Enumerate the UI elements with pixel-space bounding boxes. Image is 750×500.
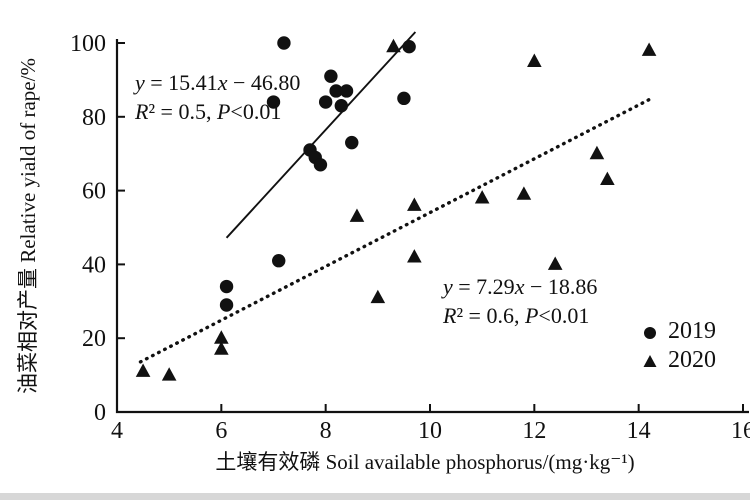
data-point-2020 <box>589 145 605 160</box>
data-point-2020 <box>370 289 386 304</box>
x-tick-label: 8 <box>320 418 332 444</box>
data-point-2019 <box>397 91 411 106</box>
legend-label-2020: 2020 <box>668 347 716 373</box>
data-point-2019 <box>219 298 234 312</box>
data-point-2020 <box>214 330 229 344</box>
legend-item-2020: 2020 <box>641 346 716 375</box>
x-axis-label: 土壤有效磷 Soil available phosphorus/(mg·kg⁻¹… <box>215 450 635 474</box>
regression-stats-2020: R² = 0.6, P<0.01 <box>443 303 590 328</box>
regression-equation-2020: y = 7.29x − 18.86 <box>443 274 598 299</box>
data-point-2020 <box>407 197 422 211</box>
data-point-2019 <box>334 99 349 113</box>
legend-label-2019: 2019 <box>668 318 716 344</box>
legend: 2019 2020 <box>641 317 716 375</box>
data-point-2019 <box>329 84 343 98</box>
regression-equation-2019: y = 15.41x − 46.80 <box>135 70 301 95</box>
data-point-2019 <box>313 158 328 172</box>
data-point-2019 <box>318 95 333 109</box>
data-point-2019 <box>266 95 281 109</box>
x-tick-label: 12 <box>522 418 546 444</box>
y-axis-label: 油菜相对产量 Relative yiald of rape/% <box>16 58 40 394</box>
y-tick-label: 60 <box>82 179 106 205</box>
data-point-2020 <box>516 186 532 200</box>
regression-stats-2019: R² = 0.5, P<0.01 <box>135 99 282 124</box>
data-point-2019 <box>324 69 338 83</box>
x-tick-label: 10 <box>418 418 442 444</box>
y-tick-label: 100 <box>70 31 106 57</box>
trendline-2020-dotted <box>138 96 654 364</box>
data-point-2020 <box>600 171 615 186</box>
data-point-2020 <box>547 256 563 270</box>
legend-item-2019: 2019 <box>641 317 716 346</box>
data-point-2019 <box>339 84 354 98</box>
y-tick-label: 20 <box>82 326 106 352</box>
data-point-2019 <box>277 36 291 50</box>
y-tick-label: 40 <box>82 252 106 278</box>
data-point-2019 <box>219 279 234 294</box>
data-point-2019 <box>272 254 286 268</box>
circle-marker-icon <box>644 326 656 339</box>
regression-annotation-2020: y = 7.29x − 18.86 R² = 0.6, P<0.01 <box>443 272 597 330</box>
data-point-2020 <box>474 190 490 204</box>
data-point-2020 <box>349 208 365 222</box>
data-point-2019 <box>345 135 359 150</box>
data-point-2020 <box>161 367 177 381</box>
x-tick-label: 4 <box>111 418 123 444</box>
data-point-2020 <box>135 363 151 377</box>
data-point-2019 <box>402 39 416 54</box>
data-point-2020 <box>641 42 657 56</box>
data-point-2020 <box>407 249 422 263</box>
data-point-2020 <box>214 341 229 355</box>
data-point-2020 <box>386 38 401 53</box>
regression-annotation-2019: y = 15.41x − 46.80 R² = 0.5, P<0.01 <box>135 68 300 126</box>
x-tick-label: 6 <box>215 418 227 444</box>
y-tick-label: 80 <box>82 105 106 131</box>
x-tick-label: 16 <box>731 418 750 444</box>
x-tick-label: 14 <box>627 418 651 444</box>
data-point-2020 <box>527 53 542 67</box>
trendline-2019-solid <box>225 31 417 239</box>
triangle-marker-icon <box>643 354 657 367</box>
y-tick-label: 0 <box>94 400 106 426</box>
scan-artifact-strip <box>0 493 750 500</box>
